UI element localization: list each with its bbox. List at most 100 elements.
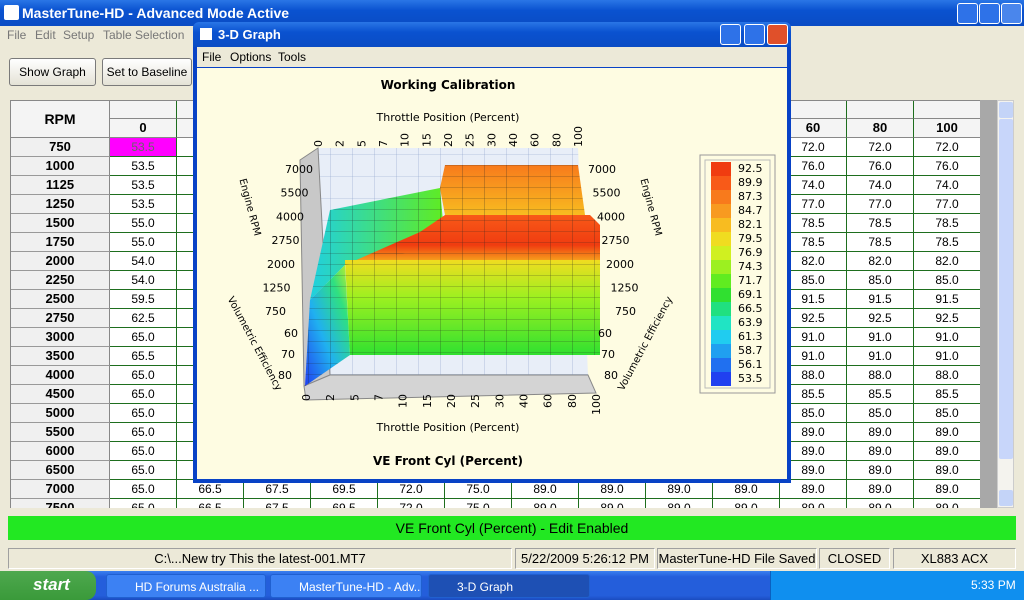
table-cell[interactable]: 78.5	[914, 214, 980, 233]
table-cell[interactable]: 69.5	[311, 499, 378, 508]
table-cell[interactable]: 82.0	[780, 252, 847, 271]
table-cell[interactable]: 89.0	[914, 480, 980, 499]
table-cell[interactable]: 89.0	[713, 480, 780, 499]
menu-item[interactable]: File	[7, 28, 27, 42]
table-cell[interactable]: 72.0	[378, 480, 445, 499]
minimize-button[interactable]	[957, 3, 978, 24]
table-cell[interactable]: 65.0	[110, 461, 177, 480]
table-cell[interactable]: 65.0	[110, 366, 177, 385]
task-button[interactable]: 3-D Graph	[428, 574, 590, 598]
table-cell[interactable]: 89.0	[780, 423, 847, 442]
table-cell[interactable]: 54.0	[110, 252, 177, 271]
table-cell[interactable]: 77.0	[914, 195, 980, 214]
minimize-button[interactable]	[720, 24, 741, 45]
table-cell[interactable]: 88.0	[847, 366, 914, 385]
table-cell[interactable]: 91.0	[914, 347, 980, 366]
table-cell[interactable]: 53.5	[110, 157, 177, 176]
table-cell[interactable]: 69.5	[311, 480, 378, 499]
table-cell[interactable]: 85.0	[847, 271, 914, 290]
table-cell[interactable]: 92.5	[847, 309, 914, 328]
table-cell[interactable]: 72.0	[378, 499, 445, 508]
table-cell[interactable]: 65.0	[110, 480, 177, 499]
table-cell[interactable]: 89.0	[914, 423, 980, 442]
table-cell[interactable]: 65.0	[110, 499, 177, 508]
table-cell[interactable]: 88.0	[780, 366, 847, 385]
table-cell[interactable]: 75.0	[445, 480, 512, 499]
scrollbar[interactable]	[997, 100, 1014, 508]
table-cell[interactable]: 67.5	[244, 480, 311, 499]
table-cell[interactable]: 89.0	[847, 423, 914, 442]
restore-button[interactable]	[979, 3, 1000, 24]
table-cell[interactable]: 85.0	[780, 271, 847, 290]
start-button[interactable]: start	[0, 571, 96, 600]
table-cell[interactable]: 89.0	[512, 499, 579, 508]
table-cell[interactable]: 77.0	[847, 195, 914, 214]
table-cell[interactable]: 89.0	[579, 499, 646, 508]
maximize-button[interactable]	[744, 24, 765, 45]
table-cell[interactable]: 72.0	[847, 138, 914, 157]
table-cell[interactable]: 89.0	[713, 499, 780, 508]
table-cell[interactable]: 89.0	[847, 461, 914, 480]
table-cell[interactable]: 89.0	[914, 442, 980, 461]
table-cell[interactable]: 65.0	[110, 442, 177, 461]
table-cell[interactable]: 89.0	[646, 499, 713, 508]
menu-item[interactable]: Options	[230, 50, 272, 64]
table-cell[interactable]: 85.5	[914, 385, 980, 404]
table-cell[interactable]: 78.5	[847, 214, 914, 233]
table-cell[interactable]: 91.5	[914, 290, 980, 309]
table-cell[interactable]: 78.5	[914, 233, 980, 252]
close-button[interactable]	[1001, 3, 1022, 24]
menu-item[interactable]: Setup	[63, 28, 95, 42]
menu-item[interactable]: Edit	[35, 28, 56, 42]
table-cell[interactable]: 91.5	[780, 290, 847, 309]
table-cell[interactable]: 89.0	[780, 499, 847, 508]
table-cell[interactable]: 75.0	[445, 499, 512, 508]
menu-item[interactable]: Tools	[278, 50, 307, 64]
table-cell[interactable]: 66.5	[177, 499, 244, 508]
table-cell[interactable]: 53.5	[110, 195, 177, 214]
table-cell[interactable]: 82.0	[914, 252, 980, 271]
table-cell[interactable]: 89.0	[847, 442, 914, 461]
table-cell[interactable]: 89.0	[914, 499, 980, 508]
table-cell[interactable]: 91.0	[780, 328, 847, 347]
table-cell[interactable]: 92.5	[914, 309, 980, 328]
table-cell[interactable]: 89.0	[512, 480, 579, 499]
table-cell[interactable]: 66.5	[177, 480, 244, 499]
table-cell[interactable]: 89.0	[646, 480, 713, 499]
show-graph-button[interactable]: Show Graph	[9, 58, 96, 86]
table-cell[interactable]: 89.0	[780, 480, 847, 499]
table-cell[interactable]: 91.0	[847, 328, 914, 347]
table-cell[interactable]: 67.5	[244, 499, 311, 508]
table-cell[interactable]: 91.5	[847, 290, 914, 309]
table-cell[interactable]: 78.5	[780, 214, 847, 233]
table-cell[interactable]: 65.5	[110, 347, 177, 366]
table-cell[interactable]: 85.0	[914, 404, 980, 423]
table-cell[interactable]: 65.0	[110, 385, 177, 404]
table-cell[interactable]: 65.0	[110, 423, 177, 442]
table-cell[interactable]: 74.0	[914, 176, 980, 195]
table-cell[interactable]: 53.5	[110, 176, 177, 195]
table-cell[interactable]: 85.5	[780, 385, 847, 404]
table-cell[interactable]: 65.0	[110, 404, 177, 423]
table-cell[interactable]: 76.0	[914, 157, 980, 176]
table-cell[interactable]: 89.0	[780, 442, 847, 461]
task-button[interactable]: HD Forums Australia ...	[106, 574, 266, 598]
table-cell[interactable]: 91.0	[914, 328, 980, 347]
table-cell[interactable]: 77.0	[780, 195, 847, 214]
table-cell[interactable]: 55.0	[110, 233, 177, 252]
table-cell[interactable]: 65.0	[110, 328, 177, 347]
table-cell[interactable]: 72.0	[914, 138, 980, 157]
table-cell[interactable]: 59.5	[110, 290, 177, 309]
table-cell[interactable]: 78.5	[780, 233, 847, 252]
table-cell[interactable]: 76.0	[847, 157, 914, 176]
table-cell[interactable]: 89.0	[780, 461, 847, 480]
table-cell[interactable]: 85.0	[914, 271, 980, 290]
scroll-down[interactable]	[999, 490, 1013, 506]
table-cell[interactable]: 54.0	[110, 271, 177, 290]
table-cell[interactable]: 62.5	[110, 309, 177, 328]
table-cell[interactable]: 55.0	[110, 214, 177, 233]
table-cell[interactable]: 76.0	[780, 157, 847, 176]
table-cell[interactable]: 78.5	[847, 233, 914, 252]
task-button[interactable]: MasterTune-HD - Adv...	[270, 574, 422, 598]
table-cell[interactable]: 91.0	[847, 347, 914, 366]
